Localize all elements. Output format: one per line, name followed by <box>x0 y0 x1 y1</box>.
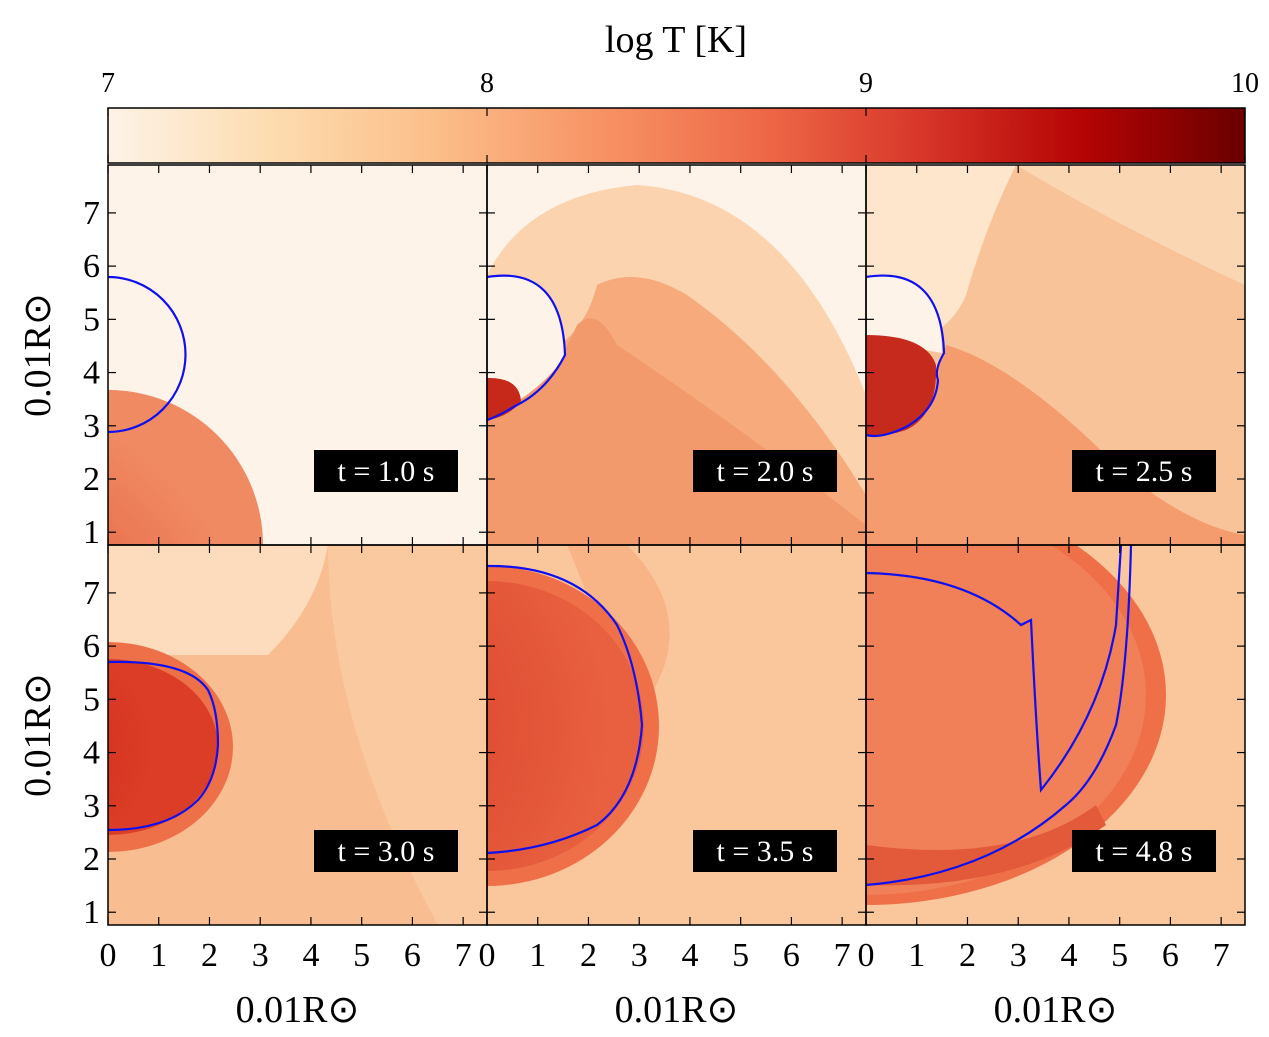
x-axis-label: 0.01R⊙ <box>236 989 360 1031</box>
x-tick-label: 4 <box>302 937 319 974</box>
x-tick-label: 0 <box>479 937 496 974</box>
y-tick-label: 2 <box>83 841 100 878</box>
colorbar-tick-label: 10 <box>1231 68 1259 99</box>
colorbar-tick-label: 9 <box>859 68 873 99</box>
colorbar-label: log T [K] <box>605 19 747 61</box>
x-tick-label: 7 <box>1213 937 1230 974</box>
x-tick-label: 3 <box>631 937 648 974</box>
x-tick-label: 5 <box>1111 937 1128 974</box>
time-label-box <box>693 450 837 492</box>
x-tick-label: 4 <box>1060 937 1077 974</box>
x-tick-label: 0 <box>858 937 875 974</box>
x-tick-label: 1 <box>529 937 546 974</box>
x-tick-label: 1 <box>150 937 167 974</box>
y-tick-label: 5 <box>83 681 100 718</box>
y-tick-label: 2 <box>83 461 100 498</box>
x-tick-label: 3 <box>252 937 269 974</box>
colorbar-tick-label: 8 <box>480 68 494 99</box>
x-tick-label: 6 <box>404 937 421 974</box>
y-axis-label: 0.01R⊙ <box>17 673 59 797</box>
y-tick-label: 3 <box>83 408 100 445</box>
time-label: t = 1.0 s <box>338 455 435 488</box>
colorbar <box>107 107 1246 164</box>
time-label-box <box>693 830 837 872</box>
y-tick-label: 4 <box>83 355 100 392</box>
y-axis-label: 0.01R⊙ <box>17 293 59 417</box>
x-axis-label: 0.01R⊙ <box>994 989 1118 1031</box>
x-tick-label: 2 <box>959 937 976 974</box>
time-label: t = 4.8 s <box>1096 835 1193 868</box>
y-tick-label: 4 <box>83 735 100 772</box>
colorbar-tick-label: 7 <box>101 68 115 99</box>
time-label: t = 3.0 s <box>338 835 435 868</box>
time-label: t = 3.5 s <box>717 835 814 868</box>
x-tick-label: 6 <box>1162 937 1179 974</box>
x-tick-label: 6 <box>783 937 800 974</box>
x-tick-label: 1 <box>908 937 925 974</box>
y-tick-label: 6 <box>83 628 100 665</box>
time-label-box <box>314 830 458 872</box>
x-tick-label: 5 <box>353 937 370 974</box>
x-tick-label: 5 <box>732 937 749 974</box>
x-tick-label: 0 <box>100 937 117 974</box>
y-tick-label: 7 <box>83 575 100 612</box>
time-label-box <box>1072 450 1216 492</box>
panel-image <box>866 545 1245 925</box>
panel-image <box>108 545 487 925</box>
time-label-box <box>314 450 458 492</box>
y-tick-label: 5 <box>83 301 100 338</box>
x-tick-label: 3 <box>1010 937 1027 974</box>
x-tick-label: 2 <box>201 937 218 974</box>
x-tick-label: 7 <box>455 937 472 974</box>
time-label: t = 2.0 s <box>717 455 814 488</box>
panel-frame <box>865 544 1246 926</box>
x-axis-label: 0.01R⊙ <box>615 989 739 1031</box>
y-tick-label: 1 <box>83 894 100 931</box>
y-tick-label: 6 <box>83 248 100 285</box>
y-tick-label: 3 <box>83 788 100 825</box>
x-tick-label: 7 <box>834 937 851 974</box>
x-tick-label: 2 <box>580 937 597 974</box>
panel-image <box>108 165 487 545</box>
time-label: t = 2.5 s <box>1096 455 1193 488</box>
y-tick-label: 7 <box>83 195 100 232</box>
x-tick-label: 4 <box>681 937 698 974</box>
y-tick-label: 1 <box>83 514 100 551</box>
time-label-box <box>1072 830 1216 872</box>
